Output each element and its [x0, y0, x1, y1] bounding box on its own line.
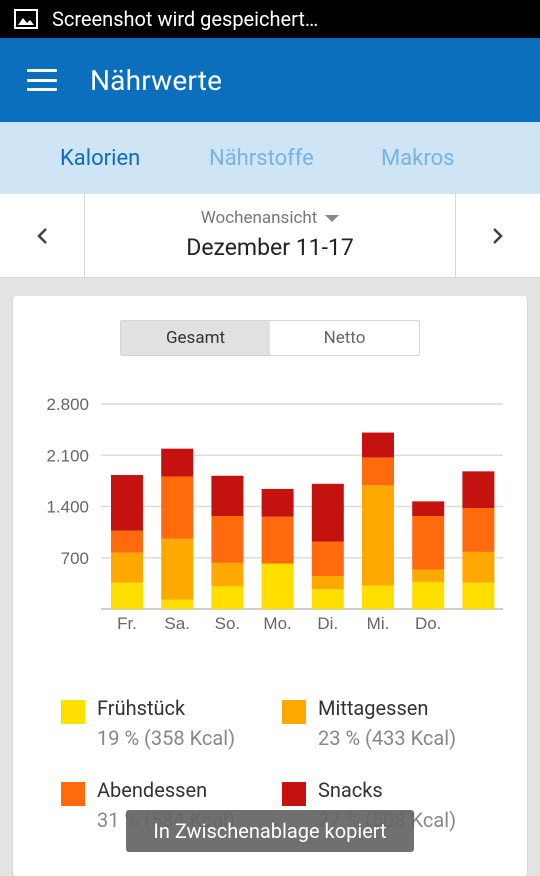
bar-segment-mittagessen[interactable]	[211, 562, 244, 587]
legend-name: Mittagessen	[318, 696, 429, 720]
tab-bar: Kalorien Nährstoffe Makros	[0, 122, 540, 194]
image-icon	[14, 9, 38, 29]
x-tick-label: Mi.	[367, 614, 390, 633]
legend-value: 19 % (358 Kcal)	[97, 726, 236, 750]
status-bar: Screenshot wird gespeichert…	[0, 0, 540, 38]
legend-swatch	[61, 700, 85, 724]
dropdown-caret-icon	[325, 214, 340, 222]
hamburger-menu-icon[interactable]	[27, 69, 57, 91]
x-tick-label: Fr.	[117, 614, 137, 633]
date-range: Dezember 11-17	[186, 234, 354, 261]
bar-segment-mittagessen[interactable]	[161, 538, 194, 600]
bar-segment-abendessen[interactable]	[412, 516, 445, 570]
tab-kalorien[interactable]: Kalorien	[60, 146, 141, 171]
bar-segment-snacks[interactable]	[462, 471, 495, 508]
y-tick-label: 2.100	[46, 446, 89, 465]
x-tick-label: Do.	[415, 614, 441, 633]
legend-name: Frühstück	[97, 696, 186, 720]
y-tick-label: 700	[61, 549, 89, 568]
previous-week-button[interactable]	[0, 194, 85, 277]
toast-message: In Zwischenablage kopiert	[126, 810, 414, 852]
bar-segment-frhstck[interactable]	[362, 585, 394, 609]
bar-segment-snacks[interactable]	[161, 448, 194, 477]
bar-segment-abendessen[interactable]	[161, 476, 194, 539]
bar-segment-abendessen[interactable]	[261, 516, 294, 564]
bar-segment-frhstck[interactable]	[412, 581, 445, 609]
bar-segment-frhstck[interactable]	[462, 582, 495, 609]
toggle-gesamt[interactable]: Gesamt	[121, 321, 270, 355]
page-title: Nährwerte	[90, 63, 223, 97]
bar-segment-frhstck[interactable]	[311, 589, 344, 609]
bar-segment-snacks[interactable]	[111, 475, 143, 531]
date-navigation: Wochenansicht Dezember 11-17	[0, 194, 540, 278]
bar-segment-mittagessen[interactable]	[111, 552, 143, 583]
bar-segment-snacks[interactable]	[261, 488, 294, 517]
chevron-right-icon	[493, 227, 503, 244]
x-tick-label: So.	[215, 614, 241, 633]
y-tick-label: 2.800	[46, 395, 89, 414]
bar-segment-abendessen[interactable]	[211, 516, 244, 563]
bar-segment-frhstck[interactable]	[211, 586, 244, 609]
tab-makros[interactable]: Makros	[381, 146, 455, 171]
view-mode-label: Wochenansicht	[200, 208, 318, 228]
total-net-toggle: Gesamt Netto	[120, 320, 420, 356]
bar-segment-snacks[interactable]	[362, 432, 394, 458]
x-tick-label: Sa.	[164, 614, 190, 633]
legend-fruehstueck: Frühstück 19 % (358 Kcal)	[61, 696, 261, 756]
stacked-bar-chart: 2.800 2.100 1.400 700 Fr. Sa. So. Mo. Di. Mi. Do.	[46, 395, 503, 633]
next-week-button[interactable]	[455, 194, 540, 277]
bar-segment-abendessen[interactable]	[462, 507, 495, 552]
bar-segment-mittagessen[interactable]	[462, 551, 495, 583]
bar-segment-frhstck[interactable]	[111, 582, 143, 609]
legend-swatch	[282, 700, 306, 724]
status-text: Screenshot wird gespeichert…	[52, 7, 319, 31]
bar-segment-abendessen[interactable]	[111, 530, 143, 553]
legend-name: Abendessen	[97, 778, 208, 802]
legend-mittagessen: Mittagessen 23 % (433 Kcal)	[282, 696, 502, 756]
bar-segment-frhstck[interactable]	[161, 599, 194, 609]
x-tick-label: Di.	[317, 614, 338, 633]
legend-swatch	[61, 782, 85, 806]
bar-segment-mittagessen[interactable]	[412, 569, 445, 582]
legend-name: Snacks	[318, 778, 383, 802]
tab-naehrstoffe[interactable]: Nährstoffe	[209, 146, 314, 171]
bar-segment-frhstck[interactable]	[261, 563, 294, 609]
week-selector[interactable]: Wochenansicht Dezember 11-17	[86, 194, 454, 277]
bar-segment-abendessen[interactable]	[311, 541, 344, 577]
bar-segment-snacks[interactable]	[211, 475, 244, 517]
y-tick-label: 1.400	[46, 498, 89, 517]
bar-segment-abendessen[interactable]	[362, 457, 394, 486]
bar-segment-mittagessen[interactable]	[311, 576, 344, 590]
bar-segment-snacks[interactable]	[311, 483, 344, 542]
bar-segment-mittagessen[interactable]	[362, 485, 394, 586]
legend-value: 23 % (433 Kcal)	[318, 726, 457, 750]
chevron-left-icon	[37, 227, 47, 244]
toggle-netto[interactable]: Netto	[323, 328, 366, 348]
calories-card: Gesamt Netto 2.800 2.100 1.400 700 Fr. Sa. So.…	[13, 296, 527, 876]
app-bar: Nährwerte	[0, 38, 540, 122]
bar-segment-snacks[interactable]	[412, 501, 445, 517]
legend-swatch	[282, 782, 306, 806]
x-tick-label: Mo.	[263, 614, 291, 633]
